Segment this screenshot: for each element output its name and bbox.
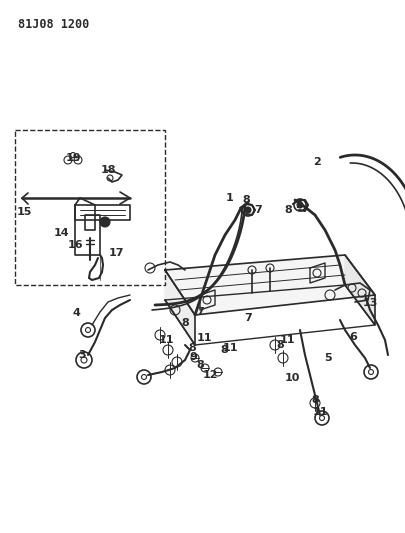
Text: 12: 12 (202, 370, 217, 380)
Text: 8: 8 (220, 345, 227, 355)
Circle shape (296, 202, 302, 208)
Polygon shape (164, 255, 374, 315)
Text: 8: 8 (181, 318, 188, 328)
Text: 2: 2 (312, 157, 320, 167)
Text: 4: 4 (72, 308, 80, 318)
Text: 9: 9 (189, 352, 196, 362)
Text: 11: 11 (311, 407, 327, 417)
Text: 81J08 1200: 81J08 1200 (18, 18, 89, 31)
Text: 7: 7 (293, 200, 301, 210)
Text: 3: 3 (78, 350, 85, 360)
Polygon shape (164, 270, 194, 345)
Circle shape (100, 217, 110, 227)
Polygon shape (344, 255, 374, 325)
Text: 8: 8 (188, 343, 195, 353)
Text: 11: 11 (222, 343, 237, 353)
Text: 15: 15 (16, 207, 32, 217)
Circle shape (244, 207, 250, 213)
Text: 7: 7 (243, 313, 251, 323)
Text: 6: 6 (348, 332, 356, 342)
Text: 8: 8 (310, 395, 318, 405)
Text: 11: 11 (279, 335, 294, 345)
Text: 13: 13 (361, 298, 377, 308)
Text: 5: 5 (323, 353, 331, 363)
Text: 18: 18 (100, 165, 115, 175)
Text: 8: 8 (275, 340, 283, 350)
Bar (15, 130, 164, 285)
Text: 14: 14 (54, 228, 70, 238)
Text: 7: 7 (254, 205, 261, 215)
Text: 8: 8 (196, 360, 203, 370)
Text: 17: 17 (108, 248, 124, 258)
Text: 7: 7 (196, 307, 203, 317)
Text: 11: 11 (158, 335, 173, 345)
Text: 10: 10 (284, 373, 299, 383)
Text: 1: 1 (226, 193, 233, 203)
Text: 16: 16 (68, 240, 83, 250)
Text: 8: 8 (284, 205, 291, 215)
Text: 19: 19 (66, 153, 82, 163)
Text: 8: 8 (241, 195, 249, 205)
Text: 11: 11 (196, 333, 211, 343)
